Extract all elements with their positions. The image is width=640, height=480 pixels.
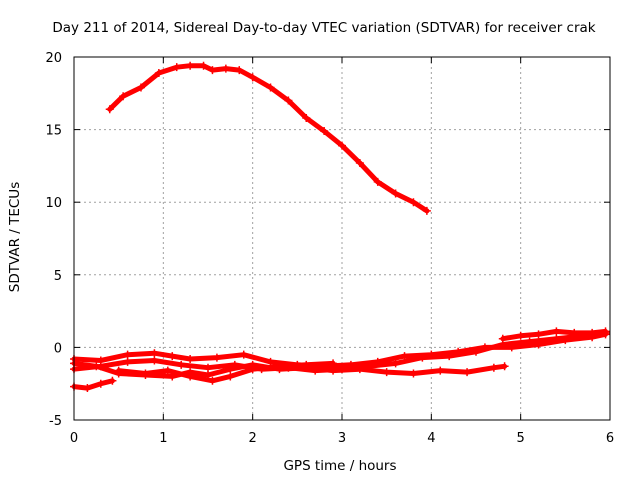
x-tick-label: 4 xyxy=(427,431,435,446)
data-point xyxy=(114,366,123,375)
data-point xyxy=(83,384,92,393)
y-axis-label: SDTVAR / TECUs xyxy=(7,182,23,292)
data-point xyxy=(338,141,346,150)
data-point xyxy=(498,334,507,343)
series-track-f xyxy=(498,327,610,343)
data-point xyxy=(588,328,597,337)
data-point xyxy=(168,352,177,361)
data-point xyxy=(137,83,145,92)
y-tick-label: 5 xyxy=(54,269,62,284)
data-point xyxy=(108,376,117,385)
data-point xyxy=(489,363,498,372)
data-point xyxy=(186,372,195,381)
x-axis-label: GPS time / hours xyxy=(283,458,396,474)
data-point xyxy=(409,198,418,207)
data-point xyxy=(436,366,445,375)
data-point xyxy=(418,353,427,362)
data-point xyxy=(355,158,364,167)
x-tick-label: 6 xyxy=(606,431,614,446)
data-point xyxy=(400,352,409,361)
data-point xyxy=(123,357,132,366)
data-point xyxy=(208,66,217,75)
data-point xyxy=(235,66,244,75)
data-point xyxy=(186,61,195,70)
data-point xyxy=(105,105,114,114)
data-point xyxy=(172,63,181,72)
data-point xyxy=(96,379,105,388)
data-point xyxy=(239,350,248,359)
data-point xyxy=(141,369,150,378)
data-point xyxy=(212,353,221,362)
data-point xyxy=(266,357,275,366)
data-point xyxy=(221,64,230,73)
series-track-e xyxy=(114,359,338,385)
data-point xyxy=(552,334,561,343)
x-tick-label: 1 xyxy=(159,431,167,446)
chart-title: Day 211 of 2014, Sidereal Day-to-day VTE… xyxy=(52,20,595,36)
series-track-high xyxy=(105,61,431,215)
data-point xyxy=(320,127,329,136)
data-point xyxy=(248,365,257,374)
data-point xyxy=(409,369,418,378)
data-point xyxy=(119,92,128,101)
y-tick-label: 20 xyxy=(45,51,62,66)
data-point xyxy=(199,61,208,70)
data-point xyxy=(226,365,235,374)
x-tick-label: 2 xyxy=(249,431,257,446)
data-point xyxy=(534,330,543,339)
y-tick-label: 15 xyxy=(45,124,62,139)
data-point xyxy=(500,362,509,371)
data-point xyxy=(422,206,431,215)
data-point xyxy=(150,356,159,365)
y-tick-label: -5 xyxy=(49,414,62,429)
x-tick-label: 5 xyxy=(517,431,525,446)
series-line xyxy=(71,378,115,391)
y-tick-label: 0 xyxy=(54,341,62,356)
data-point xyxy=(391,189,400,198)
data-point xyxy=(248,73,257,82)
data-point xyxy=(186,355,195,364)
data-point xyxy=(373,177,382,186)
data-point xyxy=(163,366,172,375)
data-point xyxy=(92,362,101,371)
series-line xyxy=(71,331,608,369)
x-tick-label: 0 xyxy=(70,431,78,446)
data-point xyxy=(445,352,454,361)
data-point xyxy=(329,359,338,368)
data-point xyxy=(123,350,132,359)
data-point xyxy=(275,362,284,371)
data-point xyxy=(391,359,400,368)
data-point xyxy=(463,368,472,377)
data-point xyxy=(154,68,163,77)
data-series xyxy=(70,61,610,393)
data-point xyxy=(552,327,561,336)
plot-frame xyxy=(73,56,611,421)
data-point xyxy=(266,83,275,92)
series-line xyxy=(116,360,336,384)
data-point xyxy=(204,363,212,372)
data-point xyxy=(302,113,311,122)
data-point xyxy=(472,347,480,356)
data-point xyxy=(570,328,579,337)
data-point xyxy=(525,337,534,346)
data-point xyxy=(177,360,186,369)
x-tick-label: 3 xyxy=(338,431,346,446)
data-point xyxy=(516,331,525,340)
data-point xyxy=(208,376,217,385)
data-point xyxy=(382,368,391,377)
data-point xyxy=(302,360,311,369)
data-point xyxy=(284,96,293,105)
data-point xyxy=(329,366,338,375)
data-point xyxy=(355,365,364,374)
y-tick-label: 10 xyxy=(45,196,62,211)
data-point xyxy=(150,349,159,358)
data-point xyxy=(601,327,610,336)
data-point xyxy=(226,372,235,381)
